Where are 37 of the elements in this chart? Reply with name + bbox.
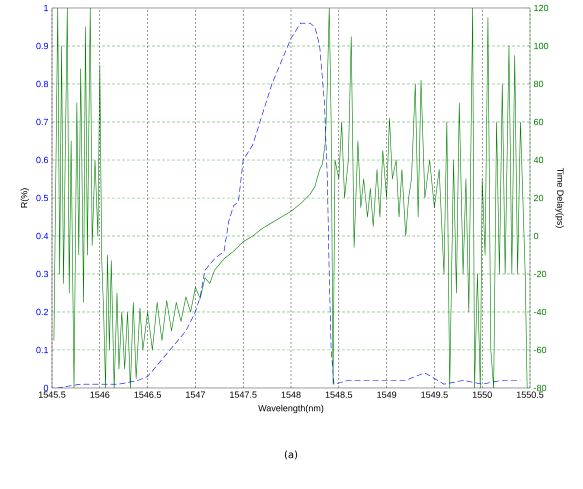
x-tick-label: 1549.5 <box>421 392 448 398</box>
y-tick-label: 0 <box>44 384 48 392</box>
y2-tick-label: 120 <box>534 4 548 12</box>
x-tick-label: 1550 <box>472 392 492 398</box>
y-tick-label: 0.7 <box>36 118 48 126</box>
y-tick-label: 0.2 <box>36 308 48 316</box>
y2-tick-label: 60 <box>534 118 544 126</box>
x-tick-label: 1549 <box>377 392 396 398</box>
y2-tick-label: 20 <box>534 194 544 202</box>
x-tick-label: 1548.5 <box>326 392 352 398</box>
y-tick-label: 0.5 <box>36 194 48 202</box>
y2-tick-label: 100 <box>534 42 548 50</box>
y-tick-label: 0.6 <box>36 156 48 164</box>
x-tick-label: 1550.5 <box>516 392 544 398</box>
y2-tick-label: -40 <box>534 308 546 316</box>
y-tick-label: 0.1 <box>36 346 48 354</box>
y2-tick-label: -20 <box>534 270 546 278</box>
y2-tick-label: -80 <box>534 384 546 392</box>
y-tick-label: 1 <box>44 4 48 12</box>
x-tick-label: 1547.5 <box>230 392 257 398</box>
x-axis-title: Wavelength(nm) <box>258 404 324 414</box>
x-tick-label: 1547 <box>186 392 205 398</box>
x-tick-label: 1546.5 <box>134 392 161 398</box>
y2-tick-label: 80 <box>534 80 544 88</box>
y-tick-label: 0.3 <box>36 270 48 278</box>
y-tick-label: 0.9 <box>36 42 48 50</box>
y2-axis-title: Time Delay(ps) <box>555 168 564 228</box>
y2-tick-label: 40 <box>534 156 544 164</box>
x-tick-label: 1546 <box>90 392 110 398</box>
y2-tick-label: 0 <box>534 232 538 240</box>
text: (a) <box>284 450 298 460</box>
x-tick-label: 1545.5 <box>38 392 66 398</box>
x-tick-label: 1548 <box>282 392 301 398</box>
y-tick-label: 0.4 <box>36 232 48 240</box>
y2-tick-label: -60 <box>534 346 546 354</box>
y-axis-title: R(%) <box>20 188 30 208</box>
y-tick-label: 0.8 <box>36 80 48 88</box>
